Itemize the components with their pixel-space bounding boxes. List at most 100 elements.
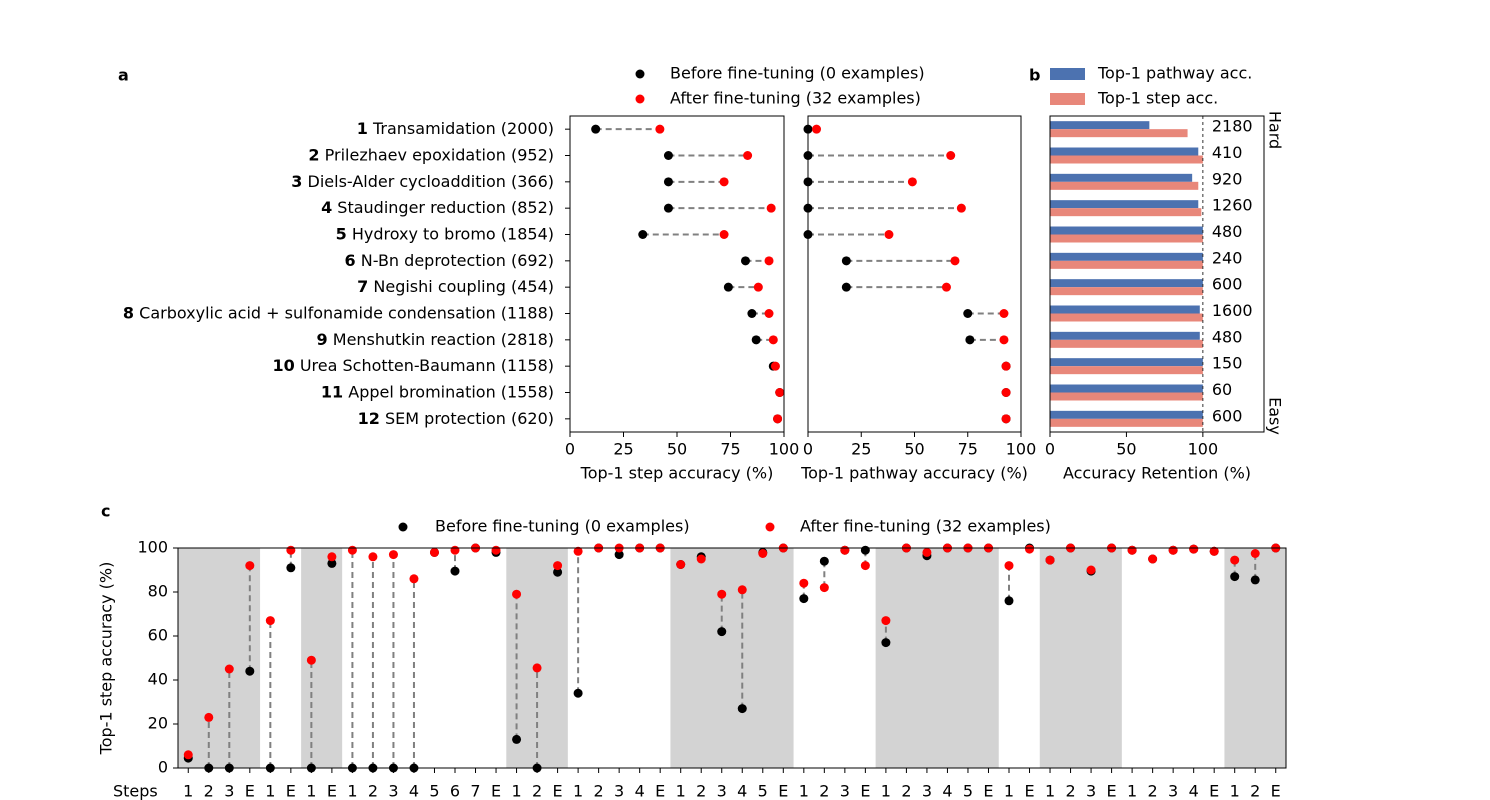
x-tick-label: E	[491, 782, 501, 800]
before-point	[573, 688, 583, 698]
x-tick-label: 5	[758, 782, 768, 800]
after-point	[1250, 549, 1260, 558]
after-point	[717, 589, 727, 599]
after-point	[1001, 361, 1011, 371]
x-tick-label: 100	[769, 440, 800, 459]
before-point	[740, 256, 750, 266]
bar	[1050, 181, 1199, 190]
x-tick-label: E	[286, 782, 296, 800]
category-id: 10	[272, 356, 294, 375]
x-tick-label: 4	[1189, 782, 1199, 800]
legend-label: After fine-tuning (32 examples)	[800, 517, 1051, 536]
x-tick-label: 1	[573, 782, 583, 800]
x-tick-label: E	[1107, 782, 1117, 800]
bar	[1050, 200, 1199, 209]
x-tick-label: E	[553, 782, 563, 800]
after-point	[553, 561, 563, 571]
group-band	[1224, 548, 1286, 768]
group-band	[1039, 548, 1122, 768]
x-tick-label: 3	[614, 782, 624, 800]
after-point	[450, 545, 460, 555]
legend-label: Before fine-tuning (0 examples)	[435, 517, 690, 536]
x-tick-label: 3	[1168, 782, 1178, 800]
bar-label: 1600	[1212, 301, 1253, 320]
after-point	[327, 552, 337, 562]
x-tick-label: 1	[1004, 782, 1014, 800]
category-id: 7	[357, 277, 368, 296]
category-label: 3 Diels-Alder cycloaddition (366)	[291, 171, 554, 190]
x-tick-label: 0	[803, 440, 813, 459]
category-id: 12	[358, 408, 380, 427]
category-name: Diels-Alder cycloaddition (366)	[308, 171, 554, 190]
category-name: SEM protection (620)	[385, 408, 554, 427]
x-tick-label: 1	[1045, 782, 1055, 800]
legend-marker	[635, 69, 645, 79]
x-tick-label: 2	[594, 782, 604, 800]
y-tick-label: 80	[148, 582, 168, 601]
before-point	[553, 567, 563, 577]
before-point	[881, 638, 891, 648]
x-tick-label: E	[1024, 782, 1034, 800]
after-point	[1001, 414, 1011, 424]
after-point	[1001, 388, 1011, 397]
x-tick-label: 1	[1230, 782, 1240, 800]
x-tick-label: 50	[667, 440, 687, 459]
bar-label: 600	[1212, 406, 1243, 425]
x-tick-label: E	[778, 782, 788, 800]
axes-frame	[177, 547, 1287, 769]
after-point	[956, 203, 966, 213]
bar	[1050, 384, 1203, 393]
x-tick-label: 100	[1006, 440, 1037, 459]
bar	[1050, 121, 1150, 130]
bar	[1050, 331, 1200, 340]
after-point	[860, 561, 870, 571]
category-name: Prilezhaev epoxidation (952)	[325, 145, 554, 164]
x-tick-label: 3	[717, 782, 727, 800]
after-point	[773, 414, 783, 424]
before-point	[663, 177, 673, 187]
bar	[1050, 226, 1203, 235]
category-id: 5	[336, 224, 347, 243]
x-tick-label: 50	[1116, 440, 1136, 459]
after-point	[922, 547, 932, 557]
after-point	[388, 550, 398, 560]
bar	[1050, 366, 1203, 375]
x-tick-label: 3	[388, 782, 398, 800]
bar	[1050, 234, 1203, 243]
after-point	[819, 583, 829, 593]
category-id: 4	[321, 198, 332, 217]
category-name: Hydroxy to bromo (1854)	[352, 224, 554, 243]
category-name: Carboxylic acid + sulfonamide condensati…	[139, 303, 554, 322]
annotation: Hard	[1266, 111, 1285, 149]
after-point	[224, 664, 234, 674]
x-tick-label: 1	[183, 782, 193, 800]
before-point	[638, 230, 648, 239]
x-tick-label: 7	[470, 782, 480, 800]
after-point	[884, 230, 894, 239]
x-tick-label: 4	[737, 782, 747, 800]
bar	[1050, 313, 1203, 322]
x-tick-label: 50	[904, 440, 924, 459]
legend-label: Top-1 pathway acc.	[1097, 64, 1252, 83]
x-tick-label: E	[1271, 782, 1281, 800]
after-point	[286, 545, 296, 555]
category-label: 11 Appel bromination (1558)	[321, 382, 554, 401]
category-label: 12 SEM protection (620)	[358, 408, 554, 427]
bar	[1050, 287, 1203, 296]
category-label: 6 N-Bn deprotection (692)	[345, 250, 554, 269]
after-point	[753, 282, 763, 292]
after-point	[758, 549, 768, 558]
after-point	[491, 545, 501, 555]
x-tick-label: E	[983, 782, 993, 800]
before-point	[663, 203, 673, 213]
after-point	[743, 151, 753, 160]
after-point	[532, 663, 542, 673]
before-point	[965, 335, 975, 345]
x-tick-label: 1	[511, 782, 521, 800]
x-axis-label: Steps	[113, 782, 158, 800]
legend-swatch	[1050, 68, 1085, 80]
before-point	[286, 563, 296, 573]
before-point	[450, 566, 460, 576]
after-point	[840, 545, 850, 555]
x-tick-label: 5	[429, 782, 439, 800]
